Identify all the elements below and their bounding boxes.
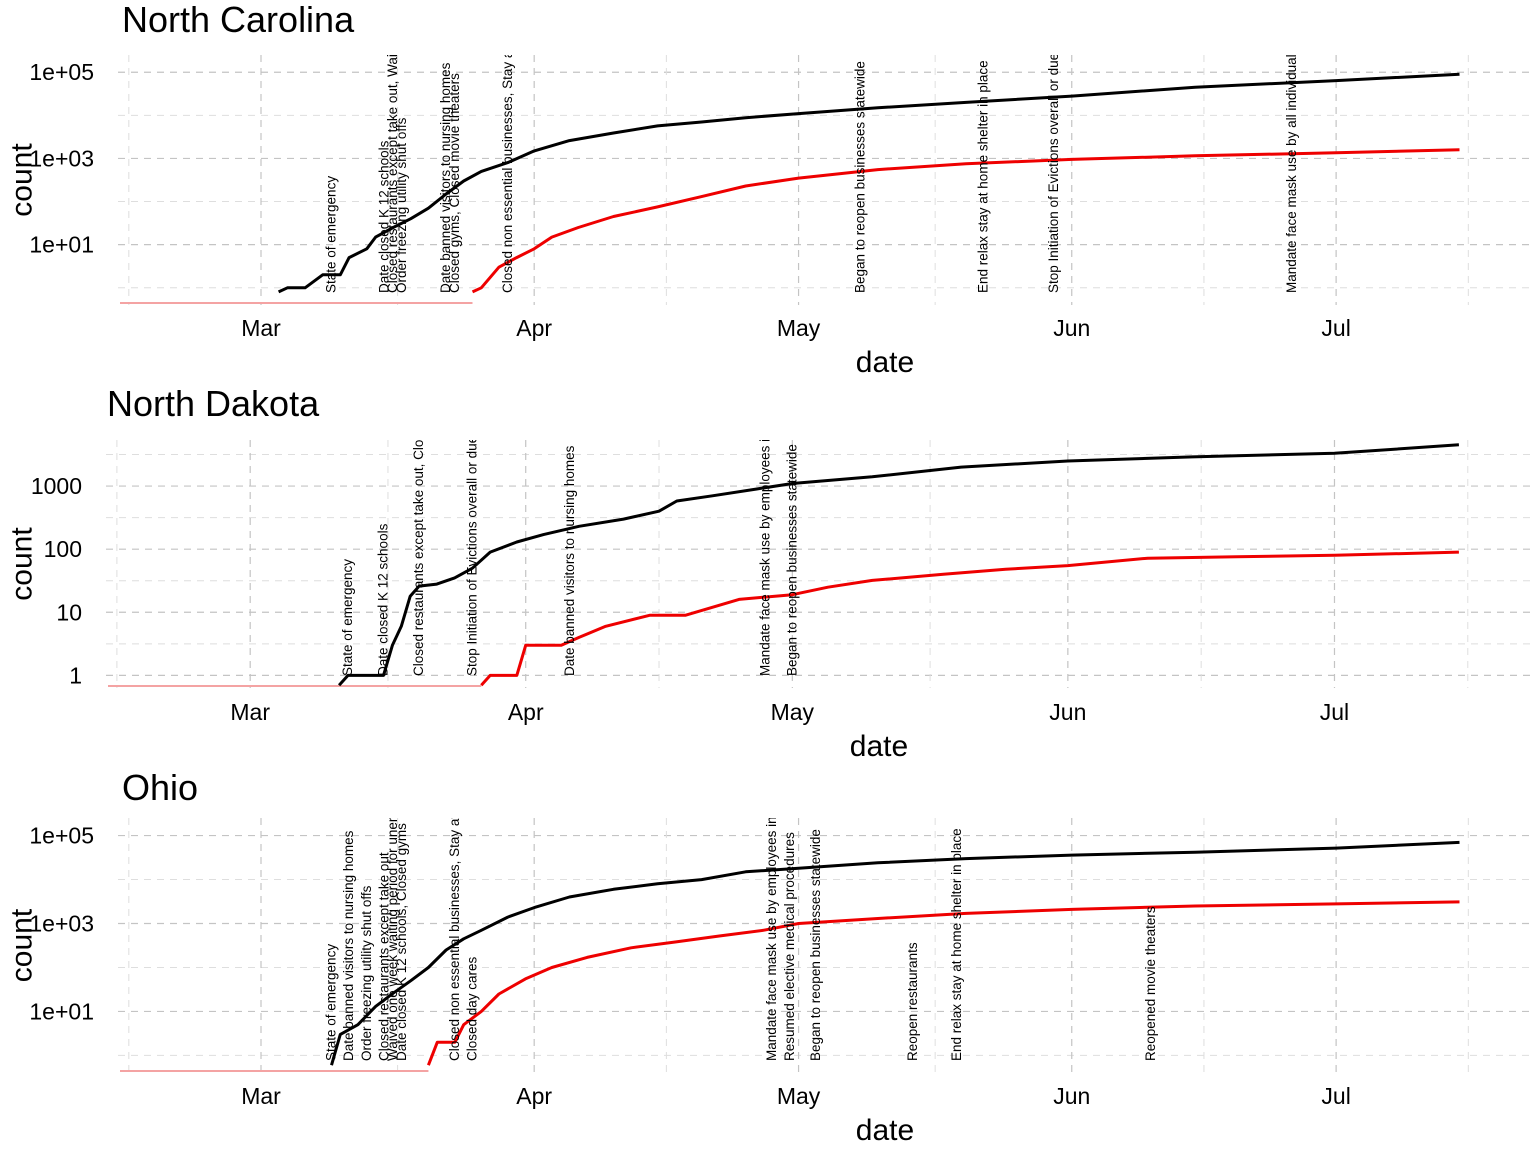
event-annotation: Waived one week waiting period for unemp… [385,694,400,1061]
x-tick-label: Apr [516,1083,552,1109]
event-annotation: Closed gyms, Closed movie theaters [447,73,462,293]
cases-series-line [277,72,1460,294]
x-tick-label: May [777,315,821,341]
event-annotation: Closed non essential businesses, Stay at… [447,679,462,1061]
event-annotation: State of emergency [324,176,339,293]
event-annotation: Order freezing utility shut offs [359,885,374,1061]
x-tick-label: Apr [516,315,552,341]
x-tick-label: Jul [1321,1083,1350,1109]
event-annotation: Stop Initiation of Evictions overall or … [1046,0,1061,293]
y-tick-label: 1e+05 [29,59,94,85]
y-tick-label: 1000 [31,473,82,499]
panel-ohio: Ohio date count 1e+01 1e+03 1e+05 Mar Apr May… [6,666,1530,1147]
deaths-series-line [471,148,1460,294]
x-tick-label: May [777,1083,821,1109]
gridlines [118,818,1530,1073]
x-tick-label: May [771,699,815,725]
event-annotation: Closed restaurants except take out [376,852,391,1061]
y-tick-label: 1 [69,662,82,688]
cases-series-line [337,443,1460,687]
deaths-series-line [427,900,1460,1066]
panel-north-dakota: North Dakota date count 1 10 100 1000 Mar Apr… [6,281,1530,763]
event-annotation: Closed restaurants except take out, Clos… [411,382,426,676]
event-annotation: Mandate face mask use by employees in pu… [764,666,779,1061]
annotations: State of emergency Date closed K 12 schoo… [324,0,1300,293]
y-tick-label: 1e+01 [29,998,94,1024]
y-axis-label: count [6,527,39,601]
event-annotation: Closed non essential businesses, Stay at… [500,0,515,293]
x-axis-label: date [856,346,914,379]
event-annotation: Reopened movie theaters [1143,906,1158,1061]
cases-series-line [330,840,1460,1066]
event-annotation: Closed day cares [465,956,480,1061]
x-tick-label: Jun [1053,315,1090,341]
deaths-series-line [480,550,1459,687]
event-annotation: State of emergency [340,559,355,676]
event-annotation: Date banned visitors to nursing homes [562,445,577,676]
panel-title: North Dakota [107,383,320,424]
y-tick-label: 100 [44,536,82,562]
x-tick-label: Jul [1321,315,1350,341]
event-annotation: Began to reopen businesses statewide [808,829,823,1061]
panel-north-carolina: North Carolina date count 1e+01 1e+03 1e+0… [6,0,1530,379]
x-tick-label: Jun [1053,1083,1090,1109]
event-annotation: Began to reopen businesses statewide [784,444,799,676]
x-tick-label: Mar [230,699,270,725]
event-annotation: Resumed elective medical procedures [782,832,797,1061]
event-annotation: Date closed K 12 schools [376,523,391,676]
event-annotation: Reopen restaurants [905,942,920,1061]
y-tick-label: 10 [56,599,82,625]
y-tick-label: 1e+03 [29,145,94,171]
x-tick-label: Apr [508,699,544,725]
x-axis-label: date [850,730,908,763]
panel-title: North Carolina [122,0,355,40]
panel-title: Ohio [122,767,198,808]
x-axis-label: date [856,1114,914,1147]
event-annotation: Date closed K 12 schools, Closed gyms [394,823,409,1061]
y-tick-label: 1e+03 [29,911,94,937]
annotations: State of emergency Date closed K 12 schoo… [340,281,799,676]
event-annotation: State of emergency [324,944,339,1061]
y-tick-label: 1e+05 [29,823,94,849]
event-annotation: End relax stay at home shelter in place [949,828,964,1061]
gridlines [106,440,1530,688]
y-axis-label: count [6,908,39,982]
event-annotation: Stop Initiation of Evictions overall or … [464,287,479,676]
event-annotation: Mandate face mask use by all individuals… [1284,0,1299,293]
event-annotation: Began to reopen businesses statewide [852,61,867,293]
x-tick-label: Mar [241,315,281,341]
x-tick-label: Mar [241,1083,281,1109]
y-tick-label: 1e+01 [29,232,94,258]
event-annotation: Date banned visitors to nursing homes [341,830,356,1061]
event-annotation: Date closed K 12 schools [376,140,391,293]
x-tick-label: Jun [1049,699,1086,725]
event-annotation: Mandate face mask use by employees in pu… [758,281,773,676]
x-tick-label: Jul [1320,699,1349,725]
event-annotation: Date banned visitors to nursing homes [438,62,453,293]
event-annotation: Closed restaurants except take out, Waiv… [385,0,400,293]
event-annotation: Order freezing utility shut offs [394,117,409,293]
event-annotation: End relax stay at home shelter in place [976,60,991,293]
annotations: State of emergency Date banned visitors t… [324,666,1159,1061]
y-axis-label: count [6,143,39,217]
